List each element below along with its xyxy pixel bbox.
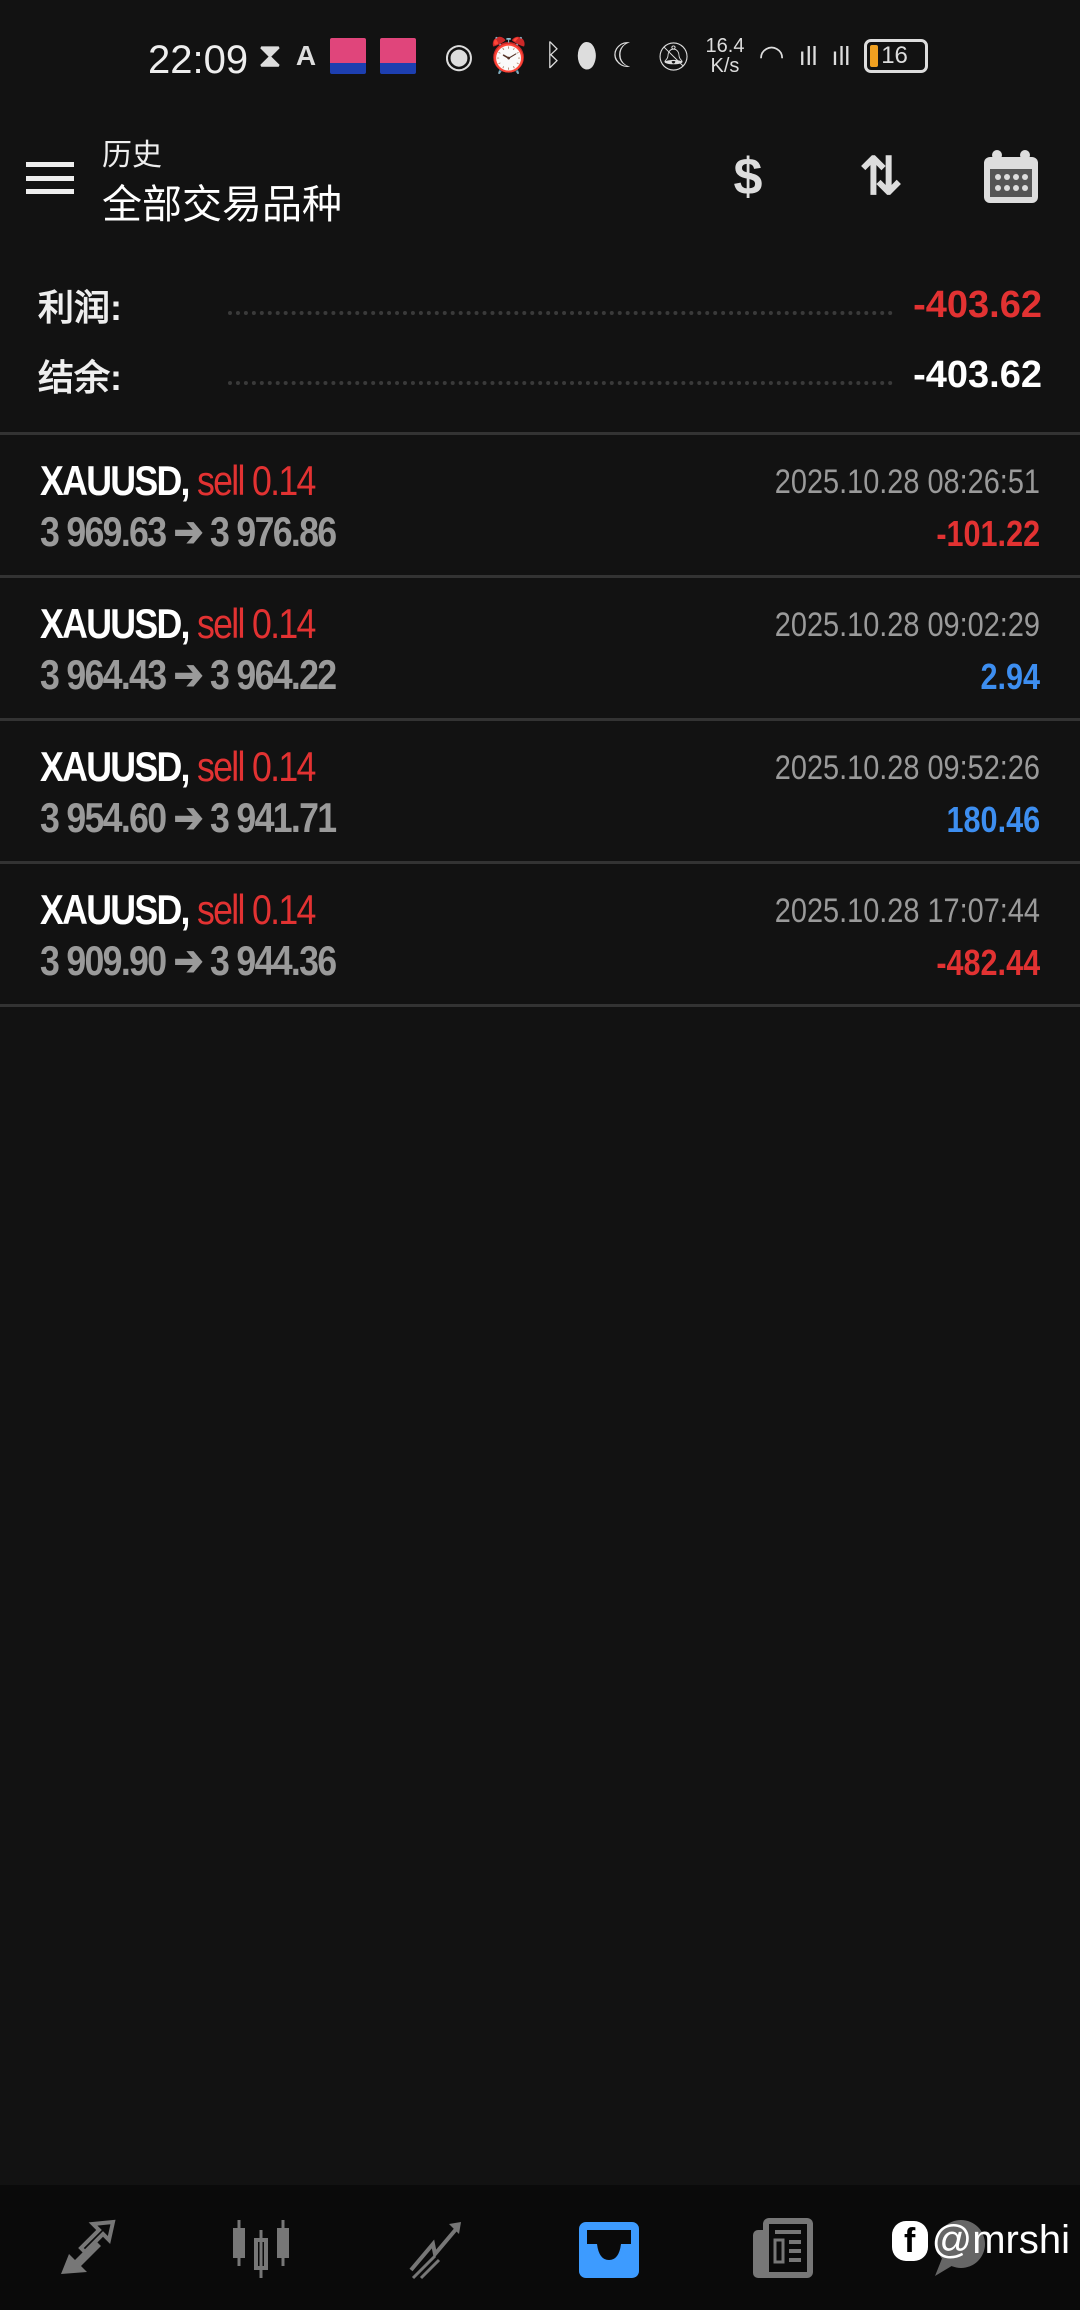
menu-icon[interactable] bbox=[26, 158, 74, 198]
balance-value: -403.62 bbox=[913, 353, 1042, 396]
watermark-text: @mrshi bbox=[931, 2218, 1070, 2262]
close-price: 3 941.71 bbox=[210, 794, 337, 841]
summary: 利润: -403.62 结余: -403.62 bbox=[0, 270, 1080, 410]
dotted-leader bbox=[228, 381, 894, 385]
open-price: 3 954.60 bbox=[40, 794, 167, 841]
trade-title: XAUUSD, sell 0.14 bbox=[40, 743, 316, 791]
location-icon: ⬮ bbox=[576, 36, 598, 75]
facebook-icon: f bbox=[891, 2220, 928, 2261]
trade-row[interactable]: XAUUSD, sell 0.14 3 964.43 ➔ 3 964.22 20… bbox=[0, 578, 1080, 721]
status-bar: 22:09 ⧗ A ◉ ⏰ ᛒ ⬮ ☾ 🔕︎ 16.4 K/s ◠ ıll ıll… bbox=[0, 0, 1080, 120]
side-volume: sell 0.14 bbox=[196, 743, 316, 790]
alarm-icon: ⏰ bbox=[487, 37, 531, 75]
trade-title: XAUUSD, sell 0.14 bbox=[40, 457, 316, 505]
moon-icon: ☾ bbox=[611, 37, 642, 75]
open-price: 3 909.90 bbox=[40, 937, 167, 984]
eye-icon: ◉ bbox=[444, 37, 474, 75]
watermark: f @mrshi bbox=[891, 2218, 1070, 2263]
trade-time: 2025.10.28 17:07:44 bbox=[774, 892, 1040, 930]
bilibili-icon bbox=[380, 38, 417, 74]
balance-label: 结余: bbox=[38, 357, 122, 398]
hourglass-icon: ⧗ bbox=[258, 36, 282, 75]
trade-pl: 180.46 bbox=[946, 799, 1040, 840]
dotted-leader bbox=[228, 311, 894, 315]
trade-icon bbox=[409, 2221, 461, 2279]
profit-row: 利润: -403.62 bbox=[0, 270, 1080, 340]
bell-off-icon: 🔕︎ bbox=[655, 40, 692, 72]
arrow-icon: ➔ bbox=[173, 937, 204, 984]
open-price: 3 964.43 bbox=[40, 651, 167, 698]
bluetooth-icon: ᛒ bbox=[544, 39, 563, 72]
signal-icon: ıll bbox=[798, 40, 818, 71]
bilibili-icon bbox=[330, 38, 367, 74]
symbol: XAUUSD, bbox=[40, 743, 190, 790]
font-icon: A bbox=[295, 40, 317, 71]
prices: 3 909.90 ➔ 3 944.36 bbox=[40, 936, 337, 985]
nav-quotes[interactable] bbox=[0, 2198, 174, 2298]
chat-icon bbox=[935, 2219, 985, 2276]
speed-unit: K/s bbox=[710, 55, 740, 77]
trade-title: XAUUSD, sell 0.14 bbox=[40, 886, 316, 934]
trade-time: 2025.10.28 09:02:29 bbox=[774, 606, 1040, 644]
trade-row[interactable]: XAUUSD, sell 0.14 3 969.63 ➔ 3 976.86 20… bbox=[0, 435, 1080, 578]
page-title[interactable]: 全部交易品种 bbox=[102, 183, 342, 227]
trade-row[interactable]: XAUUSD, sell 0.14 3 954.60 ➔ 3 941.71 20… bbox=[0, 721, 1080, 864]
currency-exchange-icon[interactable]: $ bbox=[733, 148, 763, 206]
speed-value: 16.4 bbox=[705, 35, 745, 57]
trade-pl: 2.94 bbox=[980, 656, 1040, 697]
symbol: XAUUSD, bbox=[40, 600, 190, 647]
prices: 3 964.43 ➔ 3 964.22 bbox=[40, 650, 337, 699]
quotes-icon bbox=[61, 2219, 116, 2274]
signal-icon: ıll bbox=[831, 40, 851, 71]
trade-list: XAUUSD, sell 0.14 3 969.63 ➔ 3 976.86 20… bbox=[0, 432, 1080, 1007]
open-price: 3 969.63 bbox=[40, 508, 167, 555]
close-price: 3 964.22 bbox=[210, 651, 337, 698]
history-icon bbox=[579, 2221, 639, 2278]
page-subtitle: 历史 bbox=[102, 139, 162, 172]
calendar-icon[interactable] bbox=[976, 142, 1046, 212]
sort-icon[interactable]: ⇅ bbox=[859, 148, 903, 206]
side-volume: sell 0.14 bbox=[196, 457, 316, 504]
news-icon bbox=[753, 2217, 813, 2278]
clock: 22:09 bbox=[148, 38, 249, 82]
trade-title: XAUUSD, sell 0.14 bbox=[40, 600, 316, 648]
top-bar: 历史 全部交易品种 $ ⇅ bbox=[0, 120, 1080, 250]
trade-time: 2025.10.28 09:52:26 bbox=[774, 749, 1040, 787]
arrow-icon: ➔ bbox=[173, 794, 204, 841]
trade-time: 2025.10.28 08:26:51 bbox=[774, 463, 1040, 501]
close-price: 3 976.86 bbox=[210, 508, 337, 555]
side-volume: sell 0.14 bbox=[196, 600, 316, 647]
nav-history[interactable] bbox=[522, 2198, 696, 2298]
trade-pl: -101.22 bbox=[936, 513, 1040, 554]
nav-news[interactable] bbox=[696, 2198, 870, 2298]
symbol: XAUUSD, bbox=[40, 886, 190, 933]
symbol: XAUUSD, bbox=[40, 457, 190, 504]
close-price: 3 944.36 bbox=[210, 937, 337, 984]
balance-row: 结余: -403.62 bbox=[0, 340, 1080, 410]
side-volume: sell 0.14 bbox=[196, 886, 316, 933]
arrow-icon: ➔ bbox=[173, 508, 204, 555]
nav-chat[interactable] bbox=[870, 2198, 1044, 2298]
profit-label: 利润: bbox=[38, 287, 122, 328]
battery-icon: 16 bbox=[864, 39, 929, 73]
nav-chart[interactable] bbox=[174, 2198, 348, 2298]
arrow-icon: ➔ bbox=[173, 651, 204, 698]
wifi-icon: ◠ bbox=[758, 39, 785, 73]
nav-trade[interactable] bbox=[348, 2198, 522, 2298]
prices: 3 969.63 ➔ 3 976.86 bbox=[40, 507, 337, 556]
battery-level: 16 bbox=[881, 42, 908, 69]
trade-pl: -482.44 bbox=[936, 942, 1040, 983]
network-speed: 16.4 K/s bbox=[706, 36, 745, 76]
trade-row[interactable]: XAUUSD, sell 0.14 3 909.90 ➔ 3 944.36 20… bbox=[0, 864, 1080, 1007]
profit-value: -403.62 bbox=[913, 283, 1042, 326]
chart-icon bbox=[233, 2219, 289, 2278]
prices: 3 954.60 ➔ 3 941.71 bbox=[40, 793, 337, 842]
